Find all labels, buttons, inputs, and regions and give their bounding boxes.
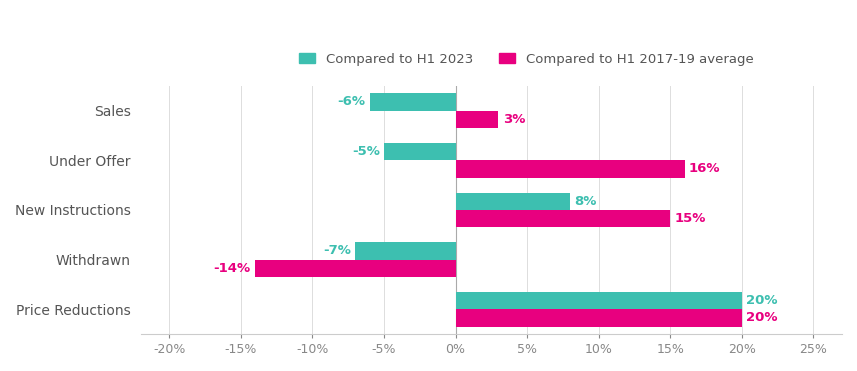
Text: -6%: -6% bbox=[338, 95, 365, 108]
Bar bbox=[255, 260, 456, 277]
Legend: Compared to H1 2023, Compared to H1 2017-19 average: Compared to H1 2023, Compared to H1 2017… bbox=[294, 48, 758, 71]
Text: 15%: 15% bbox=[674, 212, 706, 225]
Bar bbox=[456, 111, 499, 128]
Bar bbox=[369, 93, 456, 111]
Bar bbox=[456, 193, 570, 210]
Text: 16%: 16% bbox=[689, 162, 721, 175]
Text: 20%: 20% bbox=[746, 294, 777, 307]
Text: -14%: -14% bbox=[213, 262, 251, 275]
Bar bbox=[356, 242, 456, 260]
Text: 3%: 3% bbox=[503, 113, 525, 126]
Bar bbox=[456, 210, 670, 227]
Text: 8%: 8% bbox=[574, 195, 596, 208]
Text: 20%: 20% bbox=[746, 311, 777, 324]
Text: -5%: -5% bbox=[351, 145, 380, 158]
Bar bbox=[456, 292, 742, 309]
Text: -7%: -7% bbox=[323, 244, 351, 257]
Bar bbox=[456, 160, 685, 178]
Bar bbox=[384, 143, 456, 160]
Bar bbox=[456, 309, 742, 326]
